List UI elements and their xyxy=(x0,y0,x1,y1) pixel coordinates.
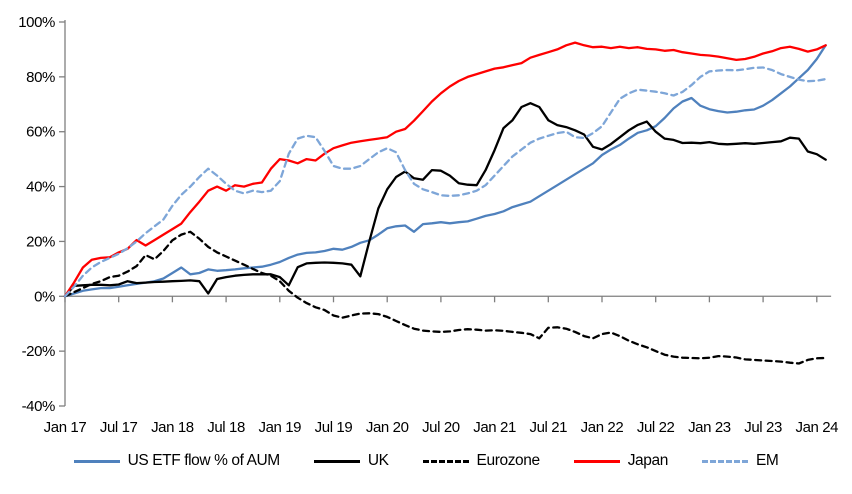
x-tick-label: Jul 19 xyxy=(315,419,353,436)
x-tick-label: Jul 20 xyxy=(422,419,460,436)
x-tick-label: Jan 21 xyxy=(473,419,516,436)
legend-label: Eurozone xyxy=(476,452,541,469)
legend-item-uk: UK xyxy=(313,452,389,470)
y-tick-label: 60% xyxy=(26,124,55,141)
x-tick-label: Jan 23 xyxy=(688,419,731,436)
series-line-uk xyxy=(63,102,827,298)
y-tick-label: 100% xyxy=(18,14,55,31)
legend-item-em: EM xyxy=(701,452,779,470)
x-tick-label: Jul 18 xyxy=(207,419,245,436)
chart-legend: US ETF flow % of AUM UK Eurozone Japan EM xyxy=(0,452,852,470)
x-tick-label: Jan 22 xyxy=(581,419,624,436)
series-line-eurozone xyxy=(63,230,827,365)
legend-item-us-etf-flow-of-aum: US ETF flow % of AUM xyxy=(73,452,281,470)
legend-item-japan: Japan xyxy=(573,452,669,470)
y-tick-label: 0% xyxy=(34,288,55,305)
series-line-em xyxy=(63,66,827,298)
y-tick-label: -20% xyxy=(22,343,55,360)
x-tick-label: Jan 18 xyxy=(151,419,194,436)
series-line-us-etf-flow-of-aum xyxy=(63,44,827,298)
legend-swatch xyxy=(701,459,748,463)
y-tick-label: 40% xyxy=(26,179,55,196)
x-tick-label: Jan 17 xyxy=(44,419,87,436)
x-tick-label: Jul 23 xyxy=(744,419,782,436)
legend-swatch xyxy=(73,459,120,463)
y-tick-label: 20% xyxy=(26,233,55,250)
legend-item-eurozone: Eurozone xyxy=(422,452,541,470)
legend-label: EM xyxy=(755,452,779,469)
series-line-japan xyxy=(63,41,827,298)
y-tick-label: -40% xyxy=(22,398,55,415)
x-tick-label: Jul 21 xyxy=(529,419,567,436)
legend-swatch xyxy=(573,459,620,463)
legend-label: US ETF flow % of AUM xyxy=(127,452,281,469)
y-tick-label: 80% xyxy=(26,69,55,86)
x-tick-label: Jul 17 xyxy=(100,419,138,436)
legend-swatch xyxy=(422,459,469,463)
x-tick-label: Jan 19 xyxy=(258,419,301,436)
legend-swatch xyxy=(313,459,360,463)
x-tick-label: Jan 20 xyxy=(366,419,409,436)
legend-label: Japan xyxy=(627,452,669,469)
x-tick-label: Jan 24 xyxy=(795,419,838,436)
x-tick-label: Jul 22 xyxy=(637,419,675,436)
legend-label: UK xyxy=(367,452,389,469)
